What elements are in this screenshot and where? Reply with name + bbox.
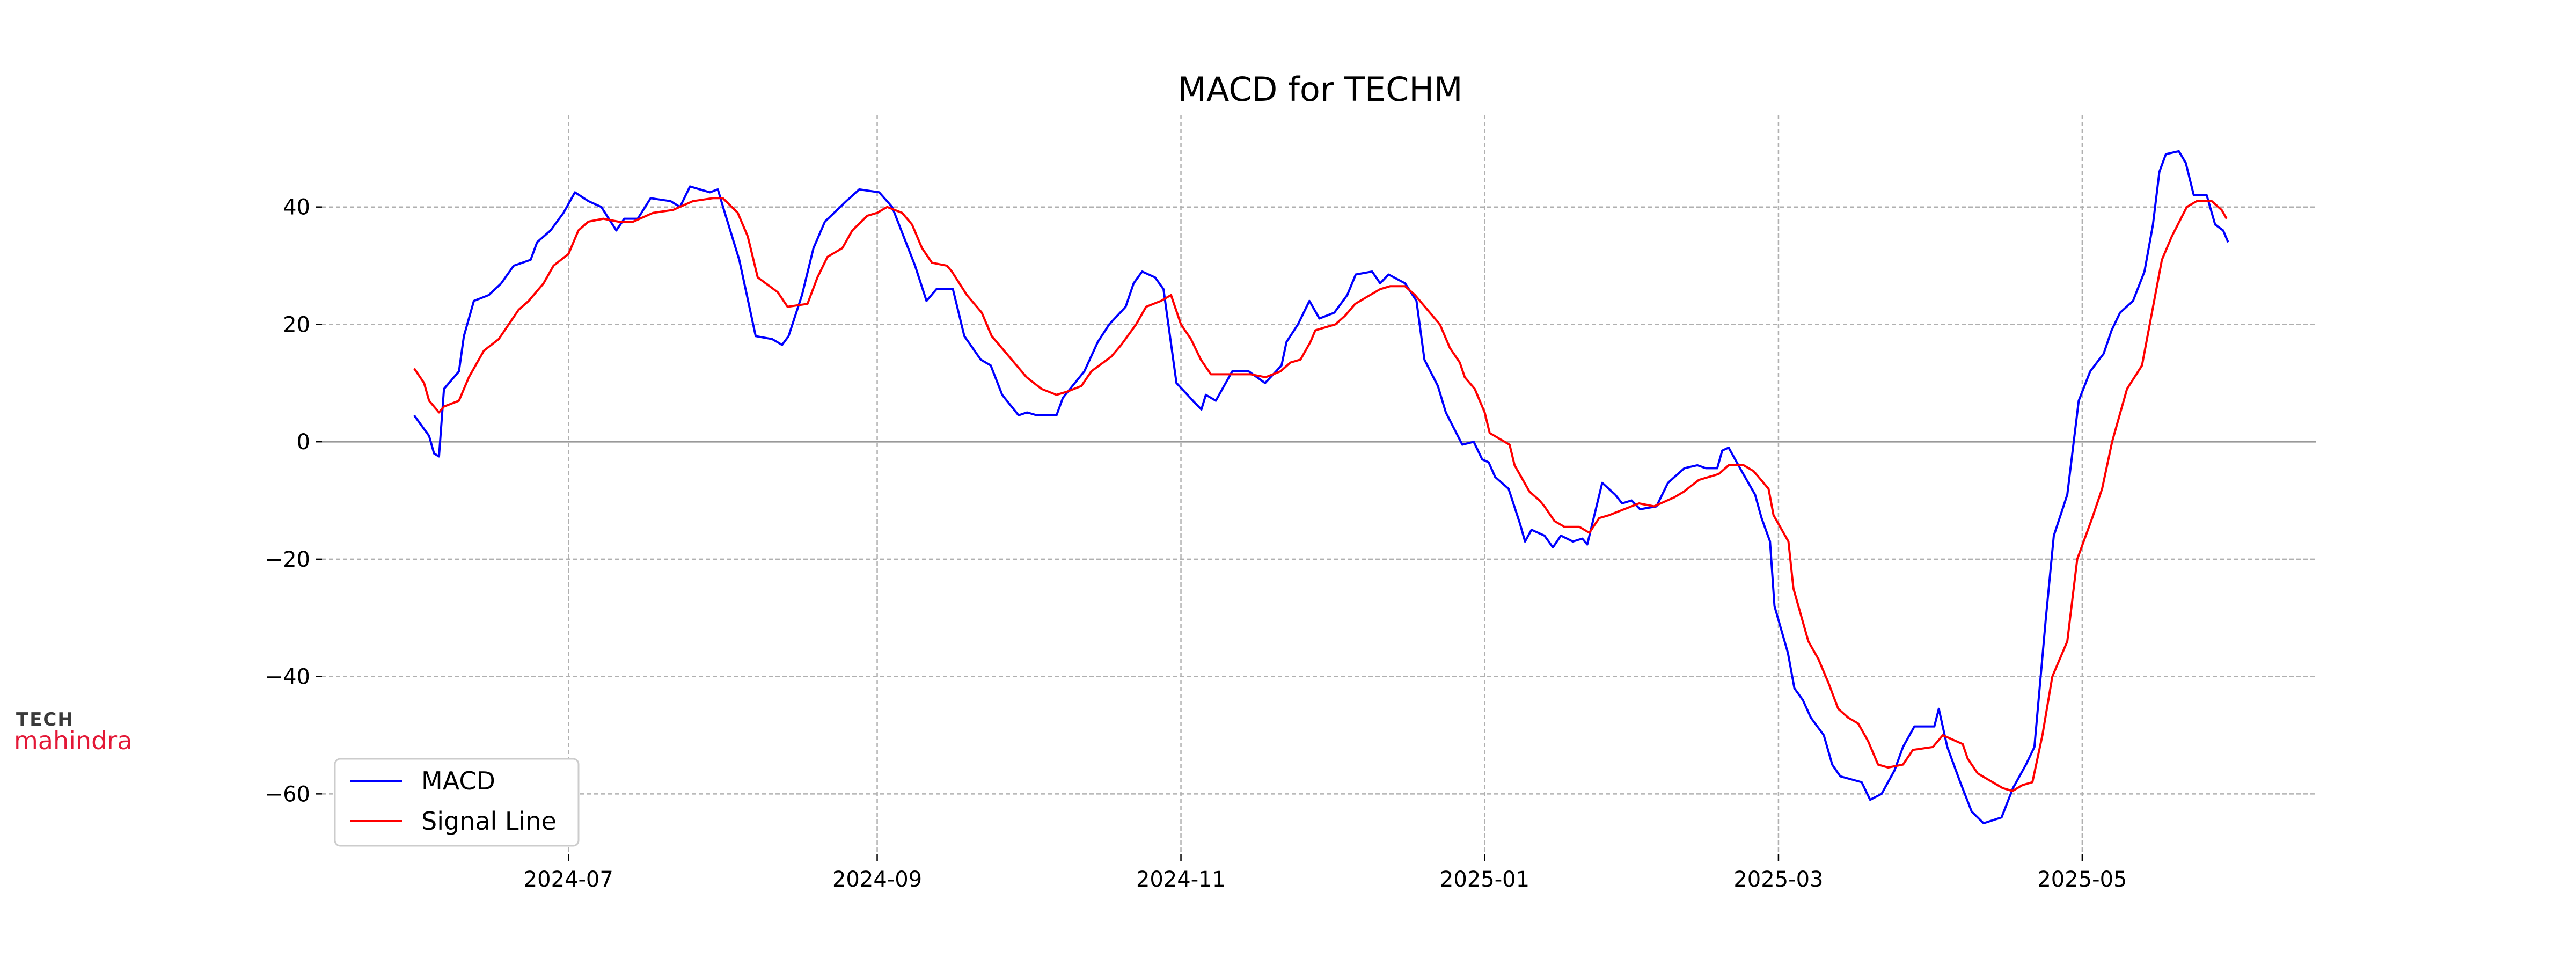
y-tick-label: 0 xyxy=(297,430,310,455)
logo-text-top: TECH xyxy=(16,709,74,730)
legend-label-macd: MACD xyxy=(421,766,495,795)
grid xyxy=(322,115,2316,854)
x-tick-label: 2025-01 xyxy=(1440,867,1529,892)
legend-label-signal: Signal Line xyxy=(421,807,557,836)
y-tick-label: −60 xyxy=(265,782,310,807)
y-axis: 40 20 0 −20 −40 −60 xyxy=(265,195,322,807)
x-tick-label: 2024-11 xyxy=(1136,867,1226,892)
logo-text-bottom: mahindra xyxy=(14,726,132,755)
y-tick-label: 20 xyxy=(283,312,310,337)
x-tick-label: 2025-03 xyxy=(1733,867,1823,892)
y-tick-label: 40 xyxy=(283,195,310,220)
tech-mahindra-logo: TECH mahindra xyxy=(14,709,132,755)
y-tick-label: −20 xyxy=(265,547,310,572)
signal-line-line xyxy=(413,197,2228,792)
y-tick-label: −40 xyxy=(265,665,310,690)
macd-line xyxy=(413,150,2229,824)
legend: MACD Signal Line xyxy=(334,758,580,847)
x-tick-label: 2025-05 xyxy=(2037,867,2127,892)
series-group xyxy=(413,150,2229,824)
x-axis: 2024-07 2024-09 2024-11 2025-01 2025-03 2025-… xyxy=(524,854,2127,892)
x-tick-label: 2024-07 xyxy=(524,867,613,892)
chart-title: MACD for TECHM xyxy=(1178,70,1463,109)
x-tick-label: 2024-09 xyxy=(832,867,922,892)
